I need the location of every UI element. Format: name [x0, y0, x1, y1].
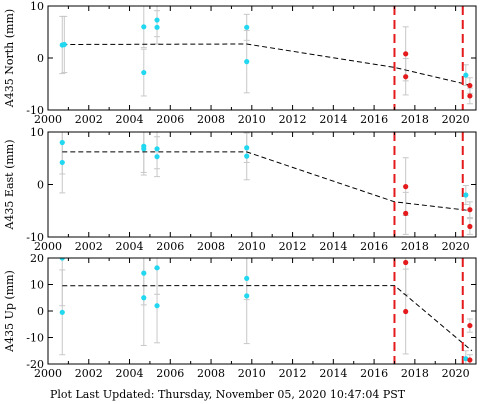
a435-up-mm-x-tick-label-2008: 2008: [197, 367, 225, 380]
a435-up-mm-red-point-1: [403, 308, 409, 315]
a435-east-mm-x-tick-label-2016: 2016: [360, 240, 388, 253]
a435-up-mm-red-point-2: [467, 322, 473, 329]
a435-north-mm-x-tick-label-2004: 2004: [116, 113, 144, 126]
a435-up-mm-cyan-point-7: [244, 293, 250, 299]
a435-east-mm-plot-area: [59, 132, 473, 237]
a435-up-mm-cyan-point-3: [141, 295, 147, 301]
a435-north-mm-y-tick-label--10: -10: [26, 104, 44, 117]
a435-north-mm-red-point-3: [467, 93, 473, 99]
a435-north-mm-x-tick-label-2010: 2010: [238, 113, 266, 126]
a435-north-mm-x-tick-label-2018: 2018: [401, 113, 429, 126]
a435-up-mm-x-tick-label-2006: 2006: [156, 367, 184, 380]
a435-east-mm-x-tick-label-2010: 2010: [238, 240, 266, 253]
a435-north-mm-panel: 2000 2002 2004 2006 2008 2010 2012 2014 2016 2018…: [3, 0, 477, 126]
a435-north-mm-trend-line: [62, 43, 473, 87]
a435-north-mm-plot-area: [59, 6, 473, 110]
a435-north-mm-cyan-point-3: [141, 69, 147, 76]
a435-east-mm-cyan-point-5: [154, 154, 160, 160]
a435-north-mm-red-point-2: [467, 82, 473, 89]
a435-north-mm-cyan-point-5: [154, 24, 160, 30]
a435-east-mm-y-axis-label: A435 East (mm): [3, 139, 16, 230]
a435-east-mm-red-point-0: [403, 184, 409, 190]
a435-east-mm-x-tick-label-2002: 2002: [75, 240, 103, 253]
a435-up-mm-red-point-3: [467, 357, 473, 363]
a435-up-mm-y-tick-label--20: -20: [26, 358, 44, 371]
a435-east-mm-cyan-point-7: [244, 153, 250, 159]
a435-east-mm-cyan-point-8: [463, 192, 469, 198]
a435-north-mm-cyan-point-2: [141, 24, 147, 30]
a435-east-mm-red-point-2: [467, 207, 473, 213]
a435-east-mm-x-tick-label-2006: 2006: [156, 240, 184, 253]
a435-east-mm-x-tick-label-2004: 2004: [116, 240, 144, 253]
a435-east-mm-x-tick-label-2012: 2012: [279, 240, 307, 253]
a435-east-mm-x-tick-label-2008: 2008: [197, 240, 225, 253]
a435-up-mm-x-tick-label-2002: 2002: [75, 367, 103, 380]
a435-up-mm-x-tick-label-2000: 2000: [34, 367, 62, 380]
a435-north-mm-y-tick-label-10: 10: [30, 0, 44, 13]
a435-up-mm-cyan-point-6: [244, 275, 250, 282]
a435-north-mm-cyan-point-8: [463, 72, 469, 78]
a435-north-mm-cyan-point-4: [154, 17, 160, 23]
a435-east-mm-cyan-point-3: [141, 146, 147, 152]
a435-east-mm-x-tick-label-2000: 2000: [34, 240, 62, 253]
a435-up-mm-cyan-point-1: [59, 309, 65, 315]
a435-north-mm-x-tick-label-2016: 2016: [360, 113, 388, 126]
a435-up-mm-cyan-point-5: [154, 303, 160, 309]
a435-north-mm-cyan-point-6: [244, 24, 250, 30]
a435-north-mm-x-tick-label-2000: 2000: [34, 113, 62, 126]
a435-north-mm-x-tick-label-2020: 2020: [442, 113, 470, 126]
a435-up-mm-frame: [47, 257, 477, 365]
a435-north-mm-x-tick-label-2008: 2008: [197, 113, 225, 126]
a435-up-mm-x-tick-label-2012: 2012: [279, 367, 307, 380]
a435-up-mm-cyan-point-8: [463, 356, 469, 362]
a435-east-mm-red-point-1: [403, 210, 409, 216]
a435-up-mm-red-point-0: [403, 259, 409, 266]
a435-up-mm-cyan-point-4: [154, 265, 160, 271]
a435-east-mm-x-tick-label-2020: 2020: [442, 240, 470, 253]
a435-up-mm-x-tick-label-2016: 2016: [360, 367, 388, 380]
a435-east-mm-x-tick-label-2014: 2014: [319, 240, 347, 253]
a435-north-mm-cyan-point-7: [244, 59, 250, 65]
a435-north-mm-y-axis-label: A435 North (mm): [3, 9, 16, 108]
panels-layer: 2000 2002 2004 2006 2008 2010 2012 2014 2016 2018…: [3, 0, 477, 380]
a435-up-mm-x-tick-label-2004: 2004: [116, 367, 144, 380]
a435-up-mm-plot-area: [59, 258, 473, 364]
a435-east-mm-y-tick-label--10: -10: [26, 231, 44, 244]
a435-up-mm-y-tick-label-20: 20: [30, 252, 44, 265]
a435-up-mm-x-tick-label-2018: 2018: [401, 367, 429, 380]
a435-north-mm-x-tick-label-2014: 2014: [319, 113, 347, 126]
a435-north-mm-red-point-0: [403, 51, 409, 57]
a435-up-mm-cyan-point-2: [141, 270, 147, 276]
a435-up-mm-x-tick-label-2014: 2014: [319, 367, 347, 380]
a435-east-mm-cyan-point-4: [154, 146, 160, 152]
a435-north-mm-cyan-point-1: [61, 41, 67, 48]
a435-east-mm-cyan-point-6: [244, 145, 250, 151]
plot-last-updated-text: Plot Last Updated: Thursday, November 05…: [50, 388, 406, 401]
a435-east-mm-x-tick-label-2018: 2018: [401, 240, 429, 253]
a435-east-mm-panel: 2000 2002 2004 2006 2008 2010 2012 2014 2016 2018…: [3, 126, 477, 253]
a435-up-mm-x-tick-label-2020: 2020: [442, 367, 470, 380]
a435-east-mm-cyan-point-0: [59, 139, 65, 146]
a435-east-mm-y-tick-label-10: 10: [30, 126, 44, 139]
a435-up-mm-x-tick-label-2010: 2010: [238, 367, 266, 380]
a435-up-mm-y-tick-label-10: 10: [30, 279, 44, 292]
a435-up-mm-trend-line: [62, 285, 473, 352]
a435-up-mm-y-tick-label-0: 0: [37, 305, 44, 318]
a435-east-mm-red-point-3: [467, 223, 473, 230]
a435-north-mm-frame: [47, 5, 477, 111]
a435-north-mm-x-tick-label-2012: 2012: [279, 113, 307, 126]
a435-east-mm-y-tick-label-0: 0: [37, 179, 44, 192]
a435-east-mm-trend-line: [62, 151, 472, 212]
a435-up-mm-panel: 2000 2002 2004 2006 2008 2010 2012 2014 2016 2018…: [3, 252, 477, 380]
a435-north-mm-x-tick-label-2006: 2006: [156, 113, 184, 126]
a435-up-mm-y-tick-label--10: -10: [26, 332, 44, 345]
a435-north-mm-x-tick-label-2002: 2002: [75, 113, 103, 126]
a435-up-mm-y-axis-label: A435 Up (mm): [3, 270, 16, 353]
a435-up-mm-cyan-point-0: [59, 258, 65, 261]
a435-east-mm-frame: [47, 131, 477, 238]
a435-north-mm-y-tick-label-0: 0: [37, 52, 44, 65]
a435-north-mm-red-point-1: [403, 74, 409, 80]
a435-east-mm-cyan-point-1: [59, 159, 65, 166]
